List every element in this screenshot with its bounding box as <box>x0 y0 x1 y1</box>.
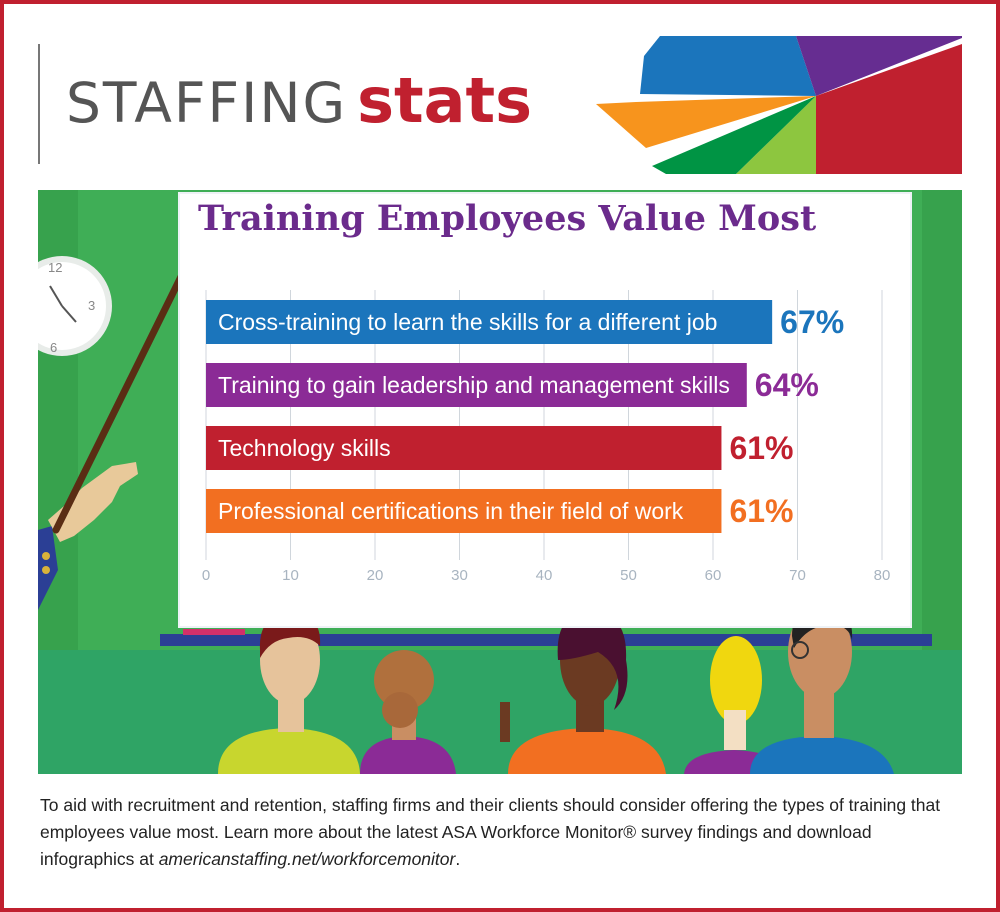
bar-category-label: Professional certifications in their fie… <box>218 498 684 524</box>
bar-value-label: 61% <box>729 493 793 529</box>
x-tick-label: 20 <box>367 567 384 584</box>
bar-category-label: Technology skills <box>218 435 391 461</box>
caption-link[interactable]: americanstaffing.net/workforcemonitor <box>159 849 456 869</box>
bar-chart: 0 10 20 30 40 50 60 70 80 Cross-training to learn… <box>188 282 900 592</box>
brand-logo: STAFFING stats <box>66 70 532 132</box>
board-rail-books <box>183 629 245 635</box>
bar-value-label: 61% <box>729 430 793 466</box>
bar-category-label: Training to gain leadership and manageme… <box>218 372 730 398</box>
caption-end: . <box>455 849 460 869</box>
x-tick-label: 40 <box>536 567 553 584</box>
logo-slice-blue <box>640 36 816 96</box>
header-divider <box>38 44 40 164</box>
bar-value-label: 64% <box>755 367 819 403</box>
x-tick-label: 70 <box>789 567 806 584</box>
caption: To aid with recruitment and retention, s… <box>40 792 970 873</box>
clock-label-3: 3 <box>88 298 95 313</box>
clock-label-6: 6 <box>50 340 57 355</box>
x-tick-label: 30 <box>451 567 468 584</box>
brand-bold-text: stats <box>357 64 532 137</box>
pie-slices-logo-art <box>596 36 962 174</box>
x-tick-label: 60 <box>705 567 722 584</box>
bar-category-label: Cross-training to learn the skills for a… <box>218 309 717 335</box>
chart-title: Training Employees Value Most <box>198 198 898 239</box>
bar-value-label: 67% <box>780 304 844 340</box>
x-tick-label: 80 <box>874 567 891 584</box>
x-tick-label: 10 <box>282 567 299 584</box>
clock-label-12: 12 <box>48 260 62 275</box>
x-tick-label: 50 <box>620 567 637 584</box>
x-tick-label: 0 <box>202 567 210 584</box>
brand-light-text: STAFFING <box>66 71 347 135</box>
